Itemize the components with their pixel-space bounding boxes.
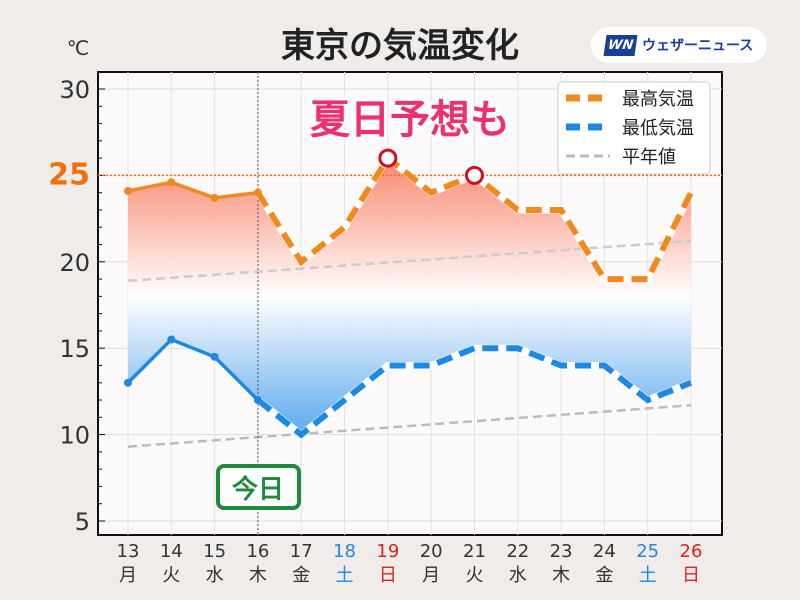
x-tick-date: 23 [550, 541, 573, 562]
temperature-range-fill [128, 158, 691, 435]
y-tick-label: 10 [59, 422, 90, 450]
max-temp-point [253, 188, 262, 197]
x-tick-weekday: 日 [379, 565, 397, 586]
legend-label: 最高気温 [622, 89, 694, 110]
x-tick-weekday: 土 [336, 565, 354, 586]
x-tick-date: 22 [506, 541, 529, 562]
x-tick-weekday: 火 [465, 565, 483, 586]
x-tick-date: 16 [246, 541, 269, 562]
summer-day-marker [378, 148, 398, 168]
chart-title: 東京の気温変化 [281, 26, 519, 66]
today-label: 今日 [232, 474, 284, 505]
x-tick-date: 15 [203, 541, 226, 562]
min-temp-line-outline [255, 344, 693, 440]
legend-label: 平年値 [622, 147, 676, 168]
x-tick-weekday: 水 [509, 565, 527, 586]
min-temp-line-observed [126, 337, 260, 402]
max-temp-line-observed [127, 180, 259, 200]
logo-text: ウェザーニュース [641, 38, 754, 54]
max-temp-point [210, 193, 219, 202]
x-tick-weekday: 日 [682, 565, 700, 586]
min-temp-point [210, 352, 219, 361]
y-tick-label: 30 [59, 76, 90, 104]
x-tick-weekday: 土 [639, 565, 657, 586]
x-tick-weekday: 月 [119, 565, 137, 586]
x-tick-date: 17 [290, 541, 313, 562]
x-tick-weekday: 金 [595, 565, 613, 586]
x-tick-date: 26 [680, 541, 703, 562]
legend [557, 81, 711, 175]
y-tick-label: 25 [48, 157, 90, 192]
x-tick-weekday: 木 [249, 565, 267, 586]
y-tick-label: 5 [75, 508, 90, 536]
x-tick-weekday: 金 [292, 565, 310, 586]
x-tick-weekday: 水 [206, 565, 224, 586]
x-tick-date: 25 [636, 541, 659, 562]
summer-day-annotation: 夏日予想も [310, 97, 510, 143]
x-tick-date: 24 [593, 541, 616, 562]
x-tick-date: 19 [376, 541, 399, 562]
y-unit-label: ℃ [67, 36, 89, 60]
x-tick-date: 21 [463, 541, 486, 562]
summer-day-marker [464, 165, 484, 185]
weathernews-logo: WN ウェザーニュース [591, 27, 767, 63]
today-badge [216, 464, 301, 510]
min-temp-point [253, 396, 262, 405]
min-temp-point [124, 378, 132, 387]
x-tick-date: 14 [160, 541, 183, 562]
normal-high-line [127, 239, 692, 283]
y-tick-label: 20 [59, 249, 90, 277]
x-tick-weekday: 木 [552, 565, 570, 586]
x-tick-date: 20 [420, 541, 443, 562]
x-tick-date: 18 [333, 541, 356, 562]
min-temp-point [167, 335, 176, 344]
max-temp-point [124, 186, 132, 195]
max-temp-point [167, 178, 176, 187]
legend-label: 最低気温 [622, 118, 694, 139]
x-tick-weekday: 月 [422, 565, 440, 586]
normal-low-line [127, 403, 692, 448]
y-tick-label: 15 [59, 335, 90, 363]
x-tick-date: 13 [117, 541, 140, 562]
x-tick-weekday: 火 [162, 565, 180, 586]
